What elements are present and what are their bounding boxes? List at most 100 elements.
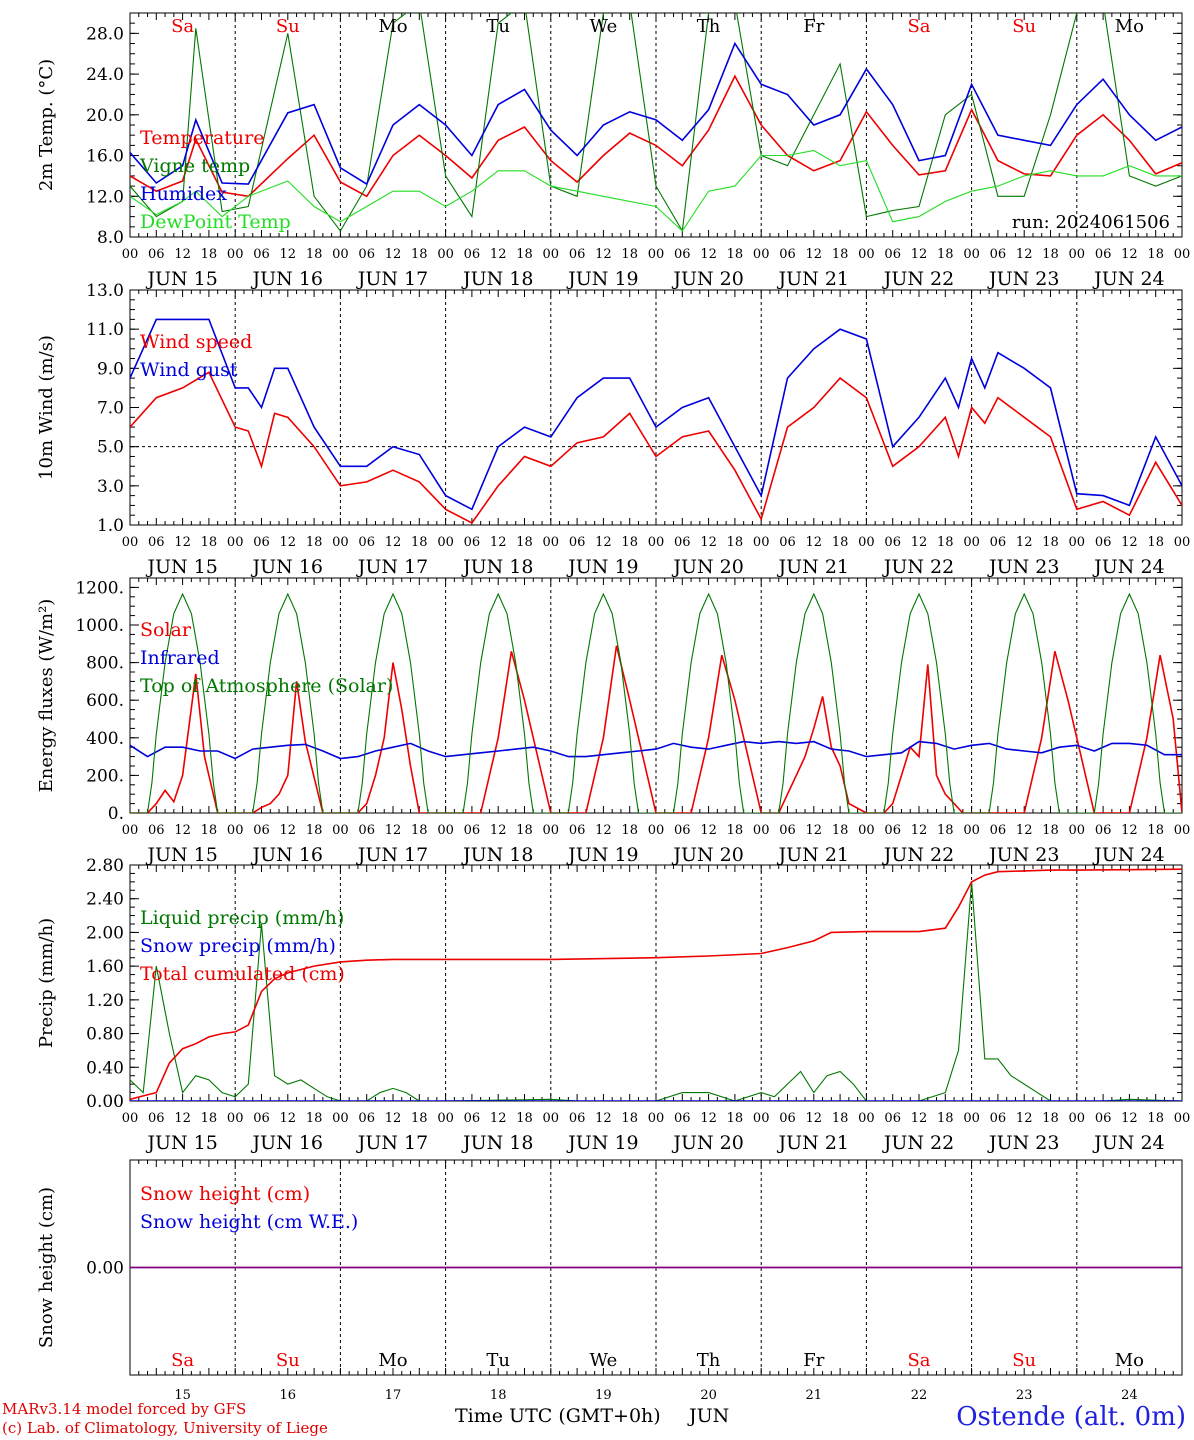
date-label: JUN 22 — [882, 844, 954, 866]
hour-tick-label: 06 — [779, 823, 796, 838]
day-name-label: Su — [1012, 16, 1036, 37]
hour-tick-label: 12 — [700, 247, 717, 262]
hour-tick-label: 06 — [148, 247, 165, 262]
hour-tick-label: 18 — [727, 247, 744, 262]
hour-tick-label: 18 — [727, 1111, 744, 1126]
day-number-label: 21 — [806, 1388, 823, 1403]
lab-credit: (c) Lab. of Climatology, University of L… — [2, 1419, 328, 1437]
hour-tick-label: 12 — [595, 823, 612, 838]
hour-tick-label: 12 — [280, 535, 297, 550]
day-number-label: 22 — [911, 1388, 928, 1403]
hour-tick-label: 18 — [516, 535, 533, 550]
hour-tick-label: 00 — [227, 823, 244, 838]
hour-tick-label: 00 — [227, 247, 244, 262]
hour-tick-label: 12 — [700, 823, 717, 838]
hour-tick-label: 00 — [1174, 1111, 1191, 1126]
date-label: JUN 21 — [777, 556, 849, 578]
hour-tick-label: 18 — [516, 247, 533, 262]
hour-tick-label: 18 — [727, 535, 744, 550]
date-label: JUN 24 — [1092, 556, 1164, 578]
hour-tick-label: 12 — [174, 247, 191, 262]
legend-entry: Vigne temp — [139, 155, 250, 177]
panel-snow — [129, 1159, 1183, 1376]
x-axis-title: Time UTC (GMT+0h) — [455, 1405, 661, 1427]
hour-tick-label: 18 — [306, 823, 323, 838]
hour-tick-label: 00 — [543, 1111, 560, 1126]
legend-entry: Humidex — [140, 183, 227, 205]
hour-tick-label: 18 — [832, 1111, 849, 1126]
hour-tick-label: 00 — [437, 1111, 454, 1126]
y-tick-label: 1.20 — [86, 991, 124, 1011]
hour-tick-label: 18 — [621, 247, 638, 262]
day-name-label: Tu — [486, 16, 510, 37]
date-label: JUN 16 — [251, 844, 323, 866]
day-name-label: Sa — [907, 1350, 930, 1371]
y-tick-label: 0. — [108, 804, 124, 824]
date-label: JUN 16 — [251, 268, 323, 290]
hour-tick-label: 00 — [1174, 823, 1191, 838]
hour-tick-label: 00 — [963, 535, 980, 550]
y-tick-label: 11.0 — [86, 320, 124, 340]
hour-tick-label: 00 — [1174, 247, 1191, 262]
y-tick-label: 13.0 — [86, 281, 124, 301]
date-label: JUN 17 — [356, 1132, 428, 1154]
date-label: JUN 19 — [566, 844, 638, 866]
hour-tick-label: 06 — [569, 1111, 586, 1126]
y-tick-label: 9.0 — [97, 359, 124, 379]
hour-tick-label: 18 — [516, 1111, 533, 1126]
day-name-label: Mo — [1115, 1350, 1144, 1371]
hour-tick-label: 12 — [1121, 535, 1138, 550]
hour-tick-label: 06 — [253, 535, 270, 550]
y-axis-label: Snow height (cm) — [36, 1187, 57, 1348]
date-label: JUN 15 — [145, 1132, 217, 1154]
date-label: JUN 20 — [671, 268, 743, 290]
hour-tick-label: 18 — [832, 823, 849, 838]
hour-tick-label: 00 — [332, 1111, 349, 1126]
hour-tick-label: 12 — [280, 1111, 297, 1126]
panel-wind — [129, 289, 1183, 526]
hour-tick-label: 06 — [148, 535, 165, 550]
hour-tick-label: 12 — [490, 1111, 507, 1126]
hour-tick-label: 00 — [648, 1111, 665, 1126]
date-label: JUN 23 — [987, 556, 1059, 578]
hour-tick-label: 06 — [464, 247, 481, 262]
hour-tick-label: 00 — [648, 535, 665, 550]
hour-tick-label: 00 — [1069, 535, 1086, 550]
series-dewpoint-temp — [130, 149, 1182, 232]
hour-tick-label: 00 — [1069, 247, 1086, 262]
hour-tick-label: 18 — [1147, 247, 1164, 262]
date-label: JUN 18 — [461, 1132, 533, 1154]
y-tick-label: 1.0 — [97, 516, 124, 536]
hour-tick-label: 18 — [937, 1111, 954, 1126]
day-number-label: 16 — [280, 1388, 297, 1403]
hour-tick-label: 00 — [753, 1111, 770, 1126]
y-tick-label: 20.0 — [86, 106, 124, 126]
date-label: JUN 17 — [356, 556, 428, 578]
hour-tick-label: 12 — [385, 535, 402, 550]
legend-entry: Solar — [140, 619, 192, 641]
hour-tick-label: 06 — [569, 823, 586, 838]
hour-tick-label: 00 — [122, 247, 139, 262]
y-tick-label: 600. — [86, 691, 124, 711]
hour-tick-label: 00 — [227, 1111, 244, 1126]
day-name-label: Su — [276, 16, 300, 37]
hour-tick-label: 06 — [358, 1111, 375, 1126]
y-axis-label: 10m Wind (m/s) — [36, 335, 57, 480]
hour-tick-label: 06 — [1095, 247, 1112, 262]
legend-entry: Temperature — [140, 127, 264, 149]
panel-precip — [129, 864, 1183, 1102]
legend-entry: DewPoint Temp — [140, 211, 291, 233]
hour-tick-label: 12 — [280, 247, 297, 262]
hour-tick-label: 18 — [621, 823, 638, 838]
day-number-label: 18 — [490, 1388, 507, 1403]
hour-tick-label: 06 — [253, 247, 270, 262]
hour-tick-label: 12 — [700, 1111, 717, 1126]
hour-tick-label: 18 — [201, 247, 218, 262]
series-wind-gust — [130, 318, 1182, 511]
y-tick-label: 3.0 — [97, 477, 124, 497]
hour-tick-label: 06 — [884, 1111, 901, 1126]
date-label: JUN 24 — [1092, 1132, 1164, 1154]
y-tick-label: 5.0 — [97, 438, 124, 458]
hour-tick-label: 00 — [753, 535, 770, 550]
hour-tick-label: 18 — [201, 1111, 218, 1126]
